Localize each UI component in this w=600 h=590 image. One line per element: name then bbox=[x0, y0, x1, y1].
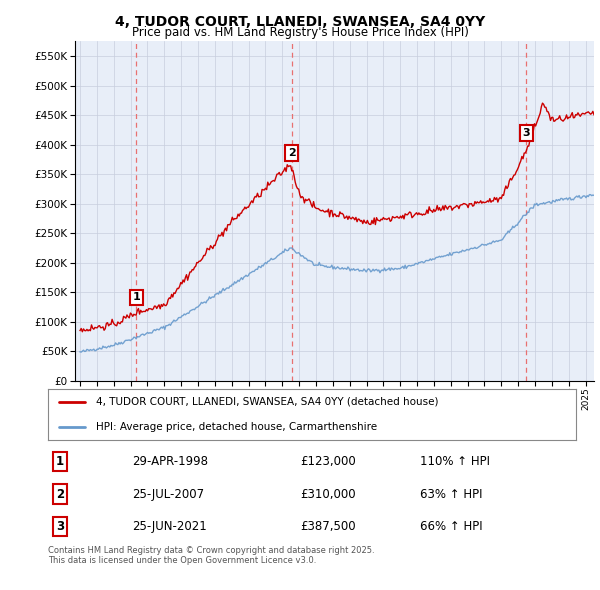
Text: 25-JUN-2021: 25-JUN-2021 bbox=[132, 520, 207, 533]
Text: Contains HM Land Registry data © Crown copyright and database right 2025.
This d: Contains HM Land Registry data © Crown c… bbox=[48, 546, 374, 565]
Text: 3: 3 bbox=[56, 520, 64, 533]
Text: 25-JUL-2007: 25-JUL-2007 bbox=[132, 487, 204, 501]
Text: 63% ↑ HPI: 63% ↑ HPI bbox=[420, 487, 482, 501]
Text: 29-APR-1998: 29-APR-1998 bbox=[132, 455, 208, 468]
Text: 4, TUDOR COURT, LLANEDI, SWANSEA, SA4 0YY (detached house): 4, TUDOR COURT, LLANEDI, SWANSEA, SA4 0Y… bbox=[95, 397, 438, 407]
Text: 4, TUDOR COURT, LLANEDI, SWANSEA, SA4 0YY: 4, TUDOR COURT, LLANEDI, SWANSEA, SA4 0Y… bbox=[115, 15, 485, 29]
Text: 1: 1 bbox=[56, 455, 64, 468]
Text: 2: 2 bbox=[56, 487, 64, 501]
Text: Price paid vs. HM Land Registry's House Price Index (HPI): Price paid vs. HM Land Registry's House … bbox=[131, 26, 469, 39]
Text: 2: 2 bbox=[288, 148, 296, 158]
Text: HPI: Average price, detached house, Carmarthenshire: HPI: Average price, detached house, Carm… bbox=[95, 422, 377, 432]
Text: 66% ↑ HPI: 66% ↑ HPI bbox=[420, 520, 482, 533]
Text: 3: 3 bbox=[523, 128, 530, 138]
Text: £310,000: £310,000 bbox=[300, 487, 356, 501]
Text: 110% ↑ HPI: 110% ↑ HPI bbox=[420, 455, 490, 468]
Text: £387,500: £387,500 bbox=[300, 520, 356, 533]
Text: £123,000: £123,000 bbox=[300, 455, 356, 468]
Text: 1: 1 bbox=[132, 292, 140, 302]
